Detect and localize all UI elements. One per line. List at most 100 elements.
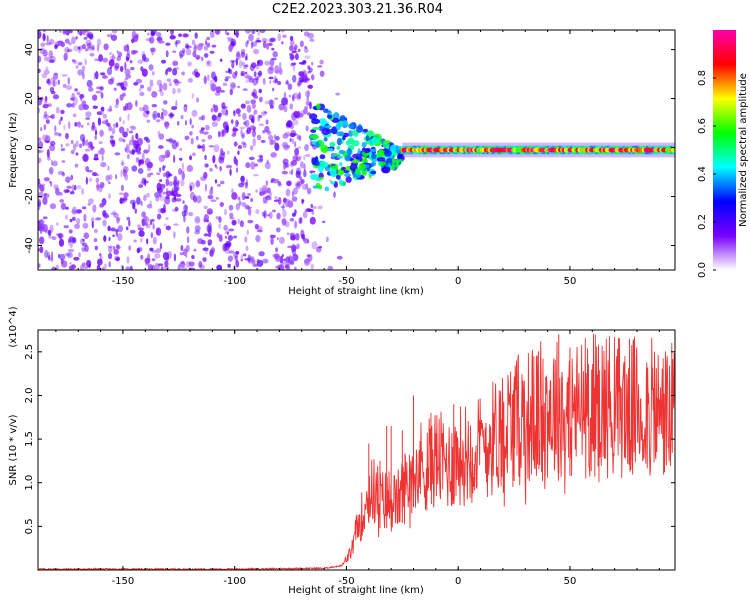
spectrogram-cell: [309, 38, 315, 42]
spectrogram-cell: [147, 32, 150, 36]
spectrogram-cell: [73, 184, 77, 191]
spectrogram-cell: [117, 82, 123, 85]
spectrogram-cell: [165, 171, 171, 179]
spectrogram-cell: [46, 149, 50, 158]
spectrogram-cell: [139, 180, 145, 186]
spectrogram-cell: [220, 148, 224, 155]
spectrogram-cell: [91, 121, 95, 130]
spectrogram-cell: [255, 189, 258, 193]
spectrogram-cell: [99, 181, 105, 189]
spectrogram-cell: [245, 181, 248, 189]
spectrogram-cell: [192, 152, 196, 157]
spectrogram-cell: [55, 264, 60, 270]
spectrogram-cell: [286, 180, 292, 187]
colorbar-tick-label: 0.0: [697, 262, 708, 278]
spectrogram-cell: [227, 263, 231, 268]
spectrogram-cell: [292, 253, 299, 262]
spectrogram-cell: [212, 155, 216, 164]
spectrogram-cell: [310, 263, 315, 270]
spectrogram-cell: [257, 30, 261, 37]
spectrogram-plot: -150 -100 -50 0 50 -40 -20 0 20 40 Height of str…: [8, 29, 676, 297]
spectrogram-cell: [84, 245, 89, 253]
spectrogram-cell: [351, 159, 361, 164]
spectrogram-cell: [137, 246, 143, 252]
spectrogram-cell: [58, 234, 62, 241]
spectrogram-cell: [269, 104, 274, 109]
spectrogram-cell: [278, 103, 285, 111]
spectrogram-cell: [193, 248, 197, 252]
spectrogram-cell: [273, 178, 280, 184]
spectrogram-cell: [225, 109, 229, 115]
spectrogram-cell: [312, 185, 319, 189]
y-tick-label: -40: [24, 237, 35, 253]
spectrogram-cell: [197, 238, 204, 245]
spectrogram-cell: [115, 174, 118, 180]
spectrogram-cell: [248, 156, 255, 161]
spectrogram-cell: [348, 123, 355, 129]
spectrogram-cell: [38, 219, 44, 227]
spectrogram-cell: [175, 81, 182, 84]
spectrogram-cell: [69, 191, 75, 195]
spectrogram-cell: [38, 137, 42, 142]
spectrogram-cell: [299, 110, 306, 116]
spectrogram-cell: [144, 257, 151, 264]
spectrogram-cell: [307, 208, 314, 212]
spectrogram-cell: [237, 144, 243, 150]
spectrogram-cell: [240, 254, 244, 261]
spectrogram-cell: [147, 166, 151, 172]
spectrogram-cell: [261, 37, 268, 43]
spectrogram-cell: [48, 115, 53, 118]
spectrogram-cell: [126, 102, 133, 111]
spectrogram-cell: [291, 94, 295, 102]
spectrogram-cell: [88, 87, 94, 92]
spectrogram-cell: [163, 223, 167, 227]
spectrogram-cell: [60, 148, 66, 152]
spectrogram-cell: [99, 147, 105, 156]
spectrogram-cell: [194, 32, 198, 39]
spectrogram-cell: [60, 109, 65, 115]
spectrogram-cell: [132, 202, 136, 210]
spectrogram-cell: [302, 60, 307, 64]
spectrogram-cell: [82, 222, 89, 229]
spectrogram-cell: [294, 220, 298, 229]
spectrogram-cell: [250, 41, 254, 49]
spectrogram-cell: [218, 223, 222, 229]
spectrogram-cell: [81, 124, 84, 128]
spectrogram-cell: [111, 140, 116, 148]
spectrogram-cell: [43, 100, 48, 104]
snr-ylabel: SNR (10 * v/v): [8, 414, 19, 485]
spectrogram-cell: [133, 239, 137, 243]
spectrogram-cell: [44, 140, 50, 143]
spectrogram-cell: [173, 231, 176, 239]
spectrogram-cell: [109, 52, 112, 56]
spectrogram-cell: [149, 247, 154, 252]
spectrogram-cell: [227, 255, 233, 262]
spectrogram-cell: [171, 106, 178, 111]
spectrogram-cell: [60, 202, 66, 211]
spectrogram-cell: [298, 76, 304, 83]
spectrogram-cell: [77, 69, 83, 76]
spectrogram-cell: [289, 138, 292, 143]
spectrogram-cell: [165, 68, 168, 76]
spectrogram-cell: [83, 266, 89, 269]
spectrogram-cell: [241, 192, 246, 201]
spectrogram-cell: [149, 200, 152, 206]
spectrogram-cell: [217, 130, 221, 138]
spectrogram-cell: [182, 33, 189, 38]
spectrogram-cell: [322, 220, 326, 224]
spectrogram-cell: [295, 233, 300, 241]
spectrogram-cell: [130, 125, 137, 131]
spectrogram-cell: [58, 191, 62, 195]
spectrogram-cell: [145, 192, 151, 198]
spectrogram-cell: [181, 172, 185, 180]
spectrogram-cell: [72, 113, 77, 118]
spectrogram-cell: [302, 210, 308, 219]
spectrogram-cell: [116, 245, 121, 250]
spectrogram-cell: [232, 71, 237, 80]
spectrogram-cell: [114, 152, 121, 156]
spectrogram-cell: [81, 71, 85, 80]
spectrogram-cell: [161, 59, 167, 64]
spectrogram-cell: [140, 254, 144, 260]
spectrogram-cell: [108, 125, 113, 132]
